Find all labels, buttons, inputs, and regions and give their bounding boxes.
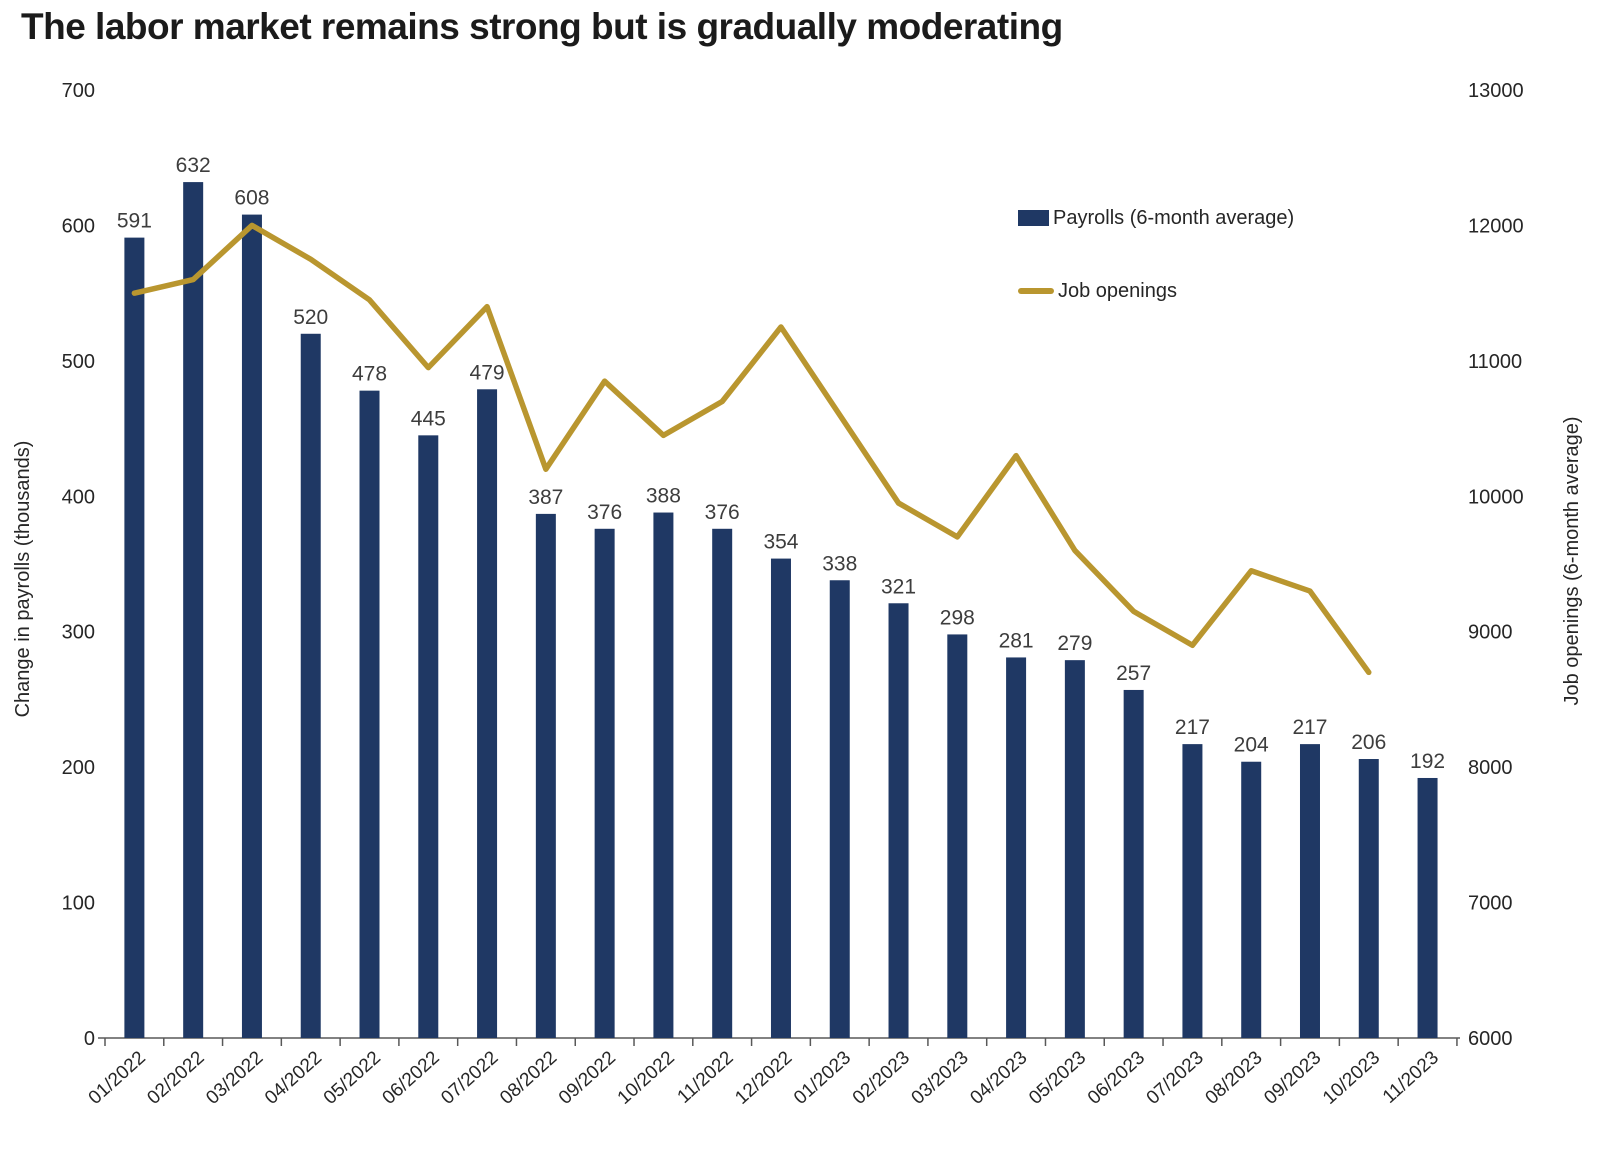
bar-value-label: 387 bbox=[528, 486, 563, 509]
x-axis-label: 08/2023 bbox=[1201, 1047, 1266, 1109]
legend-item-payrolls: Payrolls (6-month average) bbox=[1018, 203, 1294, 233]
x-axis-label: 11/2022 bbox=[674, 1047, 738, 1108]
x-axis-label: 09/2023 bbox=[1260, 1047, 1325, 1109]
bar-value-label: 217 bbox=[1175, 716, 1210, 739]
right-axis-tick-label: 13000 bbox=[1468, 80, 1524, 102]
payrolls-bar bbox=[535, 513, 556, 1038]
x-axis-label: 07/2023 bbox=[1143, 1047, 1208, 1109]
payrolls-bar bbox=[1241, 761, 1262, 1038]
bar-value-label: 520 bbox=[293, 306, 328, 329]
payrolls-bar bbox=[712, 528, 733, 1038]
left-axis-tick-label: 100 bbox=[62, 893, 95, 915]
x-axis-label: 01/2023 bbox=[790, 1047, 855, 1109]
bar-value-label: 388 bbox=[646, 485, 681, 508]
right-axis-title: Job openings (6-month average) bbox=[1561, 416, 1583, 706]
x-axis-label: 01/2022 bbox=[85, 1047, 150, 1109]
x-axis-label: 06/2023 bbox=[1084, 1047, 1149, 1109]
bar-value-label: 298 bbox=[940, 606, 975, 629]
bar-value-label: 257 bbox=[1116, 662, 1151, 685]
bar-value-label: 608 bbox=[234, 187, 269, 210]
payrolls-bar bbox=[359, 390, 380, 1038]
legend-label-payrolls: Payrolls (6-month average) bbox=[1053, 206, 1295, 229]
chart-title: The labor market remains strong but is g… bbox=[21, 6, 1063, 47]
bar-value-label: 376 bbox=[705, 501, 740, 524]
right-axis-tick-label: 8000 bbox=[1468, 757, 1513, 779]
x-axis-label: 07/2022 bbox=[437, 1047, 502, 1109]
bar-value-label: 445 bbox=[411, 407, 446, 430]
x-axis-label: 12/2022 bbox=[731, 1047, 796, 1109]
left-axis-title: Change in payrolls (thousands) bbox=[12, 440, 34, 718]
left-axis-tick-label: 600 bbox=[62, 215, 95, 237]
payrolls-bar bbox=[829, 580, 850, 1038]
payrolls-bar bbox=[1064, 660, 1085, 1038]
legend-item-job-openings: Job openings bbox=[1018, 276, 1294, 306]
x-axis-label: 02/2023 bbox=[849, 1047, 914, 1109]
bar-value-label: 217 bbox=[1292, 716, 1327, 739]
payrolls-swatch-icon bbox=[1018, 210, 1049, 226]
right-axis-tick-label: 12000 bbox=[1468, 215, 1524, 237]
legend-label-job-openings: Job openings bbox=[1058, 279, 1177, 302]
payrolls-bar bbox=[1417, 777, 1438, 1038]
right-axis-tick-label: 11000 bbox=[1468, 351, 1522, 373]
x-axis-label: 03/2023 bbox=[908, 1047, 973, 1109]
left-axis-tick-label: 500 bbox=[62, 351, 95, 373]
bar-value-label: 192 bbox=[1410, 750, 1445, 773]
payrolls-bar bbox=[418, 435, 439, 1038]
payrolls-bar bbox=[770, 558, 791, 1038]
x-axis-label: 06/2022 bbox=[379, 1047, 444, 1109]
left-axis-tick-label: 0 bbox=[84, 1028, 95, 1050]
bar-value-label: 376 bbox=[587, 501, 622, 524]
job-openings-swatch-icon bbox=[1018, 288, 1054, 294]
payrolls-bar bbox=[653, 512, 674, 1038]
x-axis-label: 08/2022 bbox=[496, 1047, 561, 1109]
bar-value-label: 479 bbox=[470, 361, 505, 384]
x-axis-label: 10/2023 bbox=[1319, 1047, 1384, 1109]
x-axis-label: 05/2022 bbox=[320, 1047, 385, 1109]
payrolls-bar bbox=[594, 528, 615, 1038]
x-axis-label: 10/2022 bbox=[614, 1047, 679, 1109]
right-axis-tick-label: 10000 bbox=[1468, 486, 1524, 508]
bar-value-label: 206 bbox=[1351, 731, 1386, 754]
payrolls-bar bbox=[1358, 759, 1379, 1038]
payrolls-bar bbox=[947, 634, 968, 1038]
x-axis-label: 04/2023 bbox=[966, 1047, 1031, 1109]
x-axis-label: 03/2022 bbox=[202, 1047, 267, 1109]
payrolls-bar bbox=[241, 214, 262, 1038]
left-axis-tick-label: 700 bbox=[62, 80, 95, 102]
bar-value-label: 279 bbox=[1057, 632, 1092, 655]
bar-value-label: 632 bbox=[176, 154, 211, 177]
x-axis-label: 04/2022 bbox=[261, 1047, 326, 1109]
payrolls-bar bbox=[124, 237, 145, 1039]
bar-value-label: 591 bbox=[117, 210, 152, 233]
payrolls-bar bbox=[888, 603, 909, 1038]
bar-value-label: 354 bbox=[763, 531, 798, 554]
bar-value-label: 478 bbox=[352, 363, 387, 386]
payrolls-bar bbox=[1006, 657, 1027, 1038]
x-axis-label: 09/2022 bbox=[555, 1047, 620, 1109]
x-axis-label: 05/2023 bbox=[1025, 1047, 1090, 1109]
bar-value-label: 281 bbox=[999, 629, 1034, 652]
right-axis-tick-label: 9000 bbox=[1468, 622, 1513, 644]
payrolls-bar bbox=[1182, 744, 1203, 1038]
left-axis-tick-label: 200 bbox=[62, 757, 95, 779]
payrolls-bar bbox=[1123, 689, 1144, 1038]
x-axis-label: 02/2022 bbox=[143, 1047, 208, 1109]
job-openings-line bbox=[131, 222, 1372, 676]
bar-value-label: 321 bbox=[881, 575, 916, 598]
payrolls-bar bbox=[1299, 744, 1320, 1038]
left-axis-tick-label: 300 bbox=[62, 622, 95, 644]
legend: Payrolls (6-month average) Job openings bbox=[1018, 203, 1294, 306]
payrolls-bar bbox=[300, 333, 321, 1038]
bar-value-label: 338 bbox=[822, 552, 857, 575]
bar-value-label: 204 bbox=[1234, 734, 1269, 757]
payrolls-bar bbox=[183, 182, 204, 1038]
right-axis-tick-label: 7000 bbox=[1468, 893, 1513, 915]
payrolls-bar bbox=[477, 389, 498, 1039]
x-axis-label: 11/2023 bbox=[1379, 1047, 1443, 1108]
right-axis-tick-label: 6000 bbox=[1468, 1028, 1513, 1050]
left-axis-tick-label: 400 bbox=[62, 486, 95, 508]
